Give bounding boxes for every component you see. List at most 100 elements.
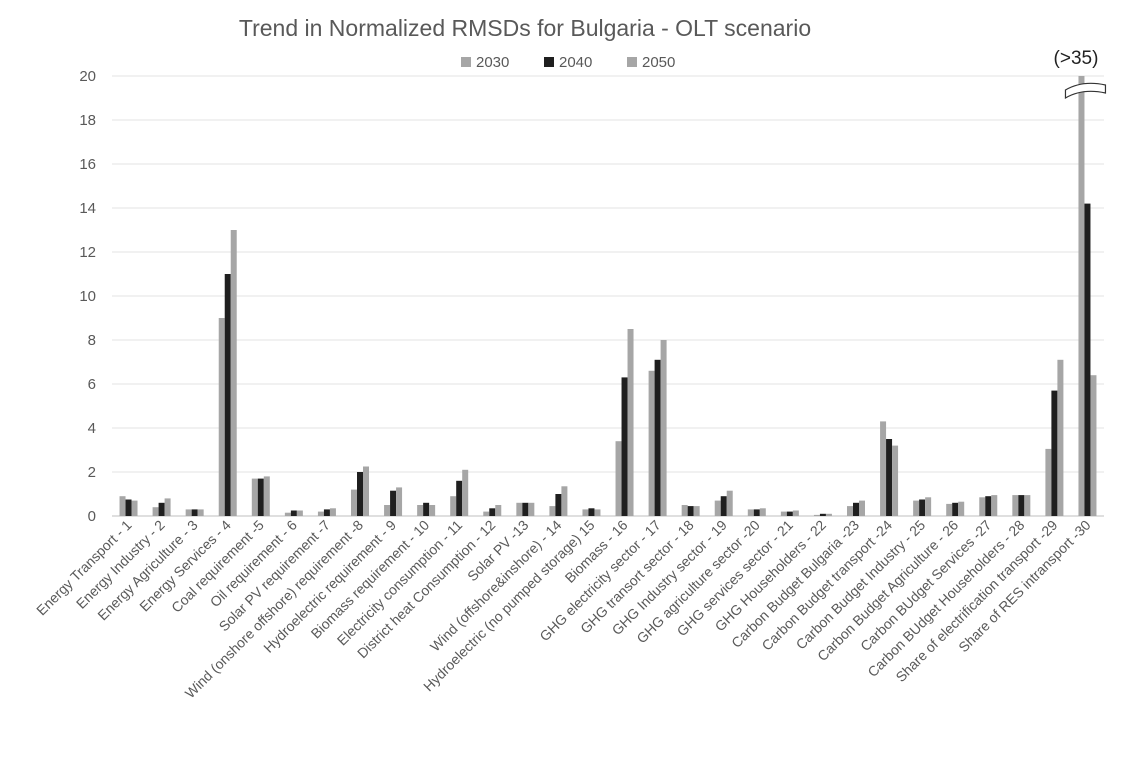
legend-swatch-2030 <box>461 57 471 67</box>
bar-2030-10 <box>417 505 424 516</box>
break-mark <box>1064 82 1107 100</box>
bar-2030-2 <box>152 507 159 516</box>
legend-swatch-2040 <box>544 57 554 67</box>
bar-2040-11 <box>456 480 463 516</box>
y-tick-label: 12 <box>79 244 96 261</box>
bar-2050-19 <box>726 490 733 516</box>
bar-2030-26 <box>946 503 953 516</box>
bar-2050-12 <box>495 505 502 516</box>
bar-2050-17 <box>660 340 667 516</box>
bar-2030-16 <box>615 441 622 516</box>
bar-2050-18 <box>693 506 700 516</box>
bar-2030-27 <box>979 497 986 516</box>
bar-2040-28 <box>1018 495 1025 516</box>
bar-2040-7 <box>323 509 330 516</box>
bar-2040-9 <box>390 490 397 516</box>
bar-2050-7 <box>329 508 336 516</box>
bar-2050-30 <box>1090 375 1097 516</box>
bar-2030-21 <box>780 511 787 516</box>
bar-2040-29 <box>1051 390 1058 516</box>
bar-2040-3 <box>191 509 198 516</box>
bar-2030-11 <box>450 496 457 516</box>
y-tick-label: 2 <box>88 464 96 481</box>
axis-break-marker <box>1064 82 1107 100</box>
bar-2030-19 <box>714 500 721 516</box>
bar-2050-5 <box>263 476 270 516</box>
bar-2030-23 <box>847 506 853 516</box>
bar-2040-21 <box>786 511 793 516</box>
bar-2040-12 <box>489 508 496 516</box>
bar-2040-15 <box>588 508 595 516</box>
bar-2050-16 <box>627 329 634 516</box>
legend-label-2040: 2040 <box>559 54 592 71</box>
bar-2040-16 <box>621 377 628 516</box>
bar-2050-3 <box>197 509 204 516</box>
bar-2040-27 <box>985 496 992 516</box>
y-tick-label: 20 <box>79 68 96 85</box>
bar-2040-10 <box>423 502 430 516</box>
bar-2040-2 <box>158 502 165 516</box>
bar-2040-25 <box>919 499 926 516</box>
bar-2030-30 <box>1078 76 1085 516</box>
bar-2030-7 <box>317 511 324 516</box>
bar-2030-4 <box>218 318 225 516</box>
y-tick-label: 18 <box>79 112 96 129</box>
bar-2040-22 <box>819 513 826 516</box>
bar-2030-12 <box>483 511 490 516</box>
bar-2050-15 <box>594 509 601 516</box>
bar-2050-28 <box>1024 495 1031 516</box>
y-tick-label: 0 <box>88 508 96 525</box>
bar-2040-23 <box>853 502 859 516</box>
bar-2050-11 <box>462 469 469 516</box>
bar-2040-20 <box>753 509 760 516</box>
bar-2040-18 <box>687 506 694 516</box>
chart-title: Trend in Normalized RMSDs for Bulgaria -… <box>239 15 811 41</box>
bar-2040-14 <box>555 494 562 516</box>
bar-2050-6 <box>296 510 303 516</box>
bar-2050-25 <box>925 497 932 516</box>
bar-2050-13 <box>528 502 535 516</box>
bar-2030-6 <box>284 512 291 516</box>
bar-2050-1 <box>131 500 138 516</box>
bar-2030-17 <box>648 370 655 516</box>
bar-2050-4 <box>230 230 237 516</box>
bar-2030-8 <box>351 489 357 516</box>
bar-2040-4 <box>224 274 231 516</box>
bar-2040-8 <box>357 472 363 516</box>
y-tick-label: 8 <box>88 332 96 349</box>
bar-2040-6 <box>290 510 297 516</box>
bar-2050-9 <box>396 487 403 516</box>
y-tick-label: 6 <box>88 376 96 393</box>
bar-2030-1 <box>119 496 126 516</box>
bar-2040-5 <box>257 478 264 516</box>
y-tick-label: 10 <box>79 288 96 305</box>
bar-2040-1 <box>125 499 132 516</box>
bar-2030-28 <box>1012 495 1019 516</box>
bar-2030-29 <box>1045 448 1052 516</box>
bar-2030-13 <box>516 502 523 516</box>
bar-2030-9 <box>384 505 391 516</box>
legend-label-2030: 2030 <box>476 54 509 71</box>
bars <box>119 76 1097 516</box>
bar-2030-3 <box>185 509 192 516</box>
bar-2030-24 <box>880 421 887 516</box>
overflow-annotation: (>35) <box>1054 48 1099 69</box>
bar-2050-27 <box>991 495 998 516</box>
bar-2050-2 <box>164 498 171 516</box>
bar-2040-13 <box>522 502 529 516</box>
bar-2040-26 <box>952 502 959 516</box>
bar-2050-22 <box>825 513 832 516</box>
y-tick-label: 14 <box>79 200 96 217</box>
bar-2050-26 <box>958 501 965 516</box>
bar-2030-5 <box>251 478 258 516</box>
bar-2050-23 <box>859 500 865 516</box>
bar-2030-15 <box>582 509 589 516</box>
bar-2030-18 <box>681 505 688 516</box>
bar-2050-8 <box>363 466 369 516</box>
bar-2030-25 <box>913 500 920 516</box>
bar-2050-10 <box>429 505 436 516</box>
y-axis: 0 2 4 6 8 10 12 14 16 18 20 <box>79 68 96 525</box>
bar-2040-17 <box>654 359 661 516</box>
bar-2040-24 <box>886 439 893 516</box>
